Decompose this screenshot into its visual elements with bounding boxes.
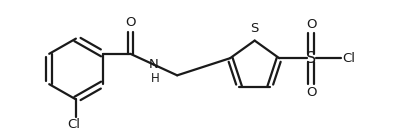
- Text: Cl: Cl: [67, 118, 81, 131]
- Text: O: O: [125, 16, 136, 29]
- Text: S: S: [250, 22, 259, 35]
- Text: Cl: Cl: [342, 52, 355, 65]
- Text: S: S: [306, 51, 316, 66]
- Text: H: H: [150, 72, 159, 85]
- Text: N: N: [149, 58, 159, 71]
- Text: O: O: [306, 18, 316, 31]
- Text: O: O: [306, 86, 316, 99]
